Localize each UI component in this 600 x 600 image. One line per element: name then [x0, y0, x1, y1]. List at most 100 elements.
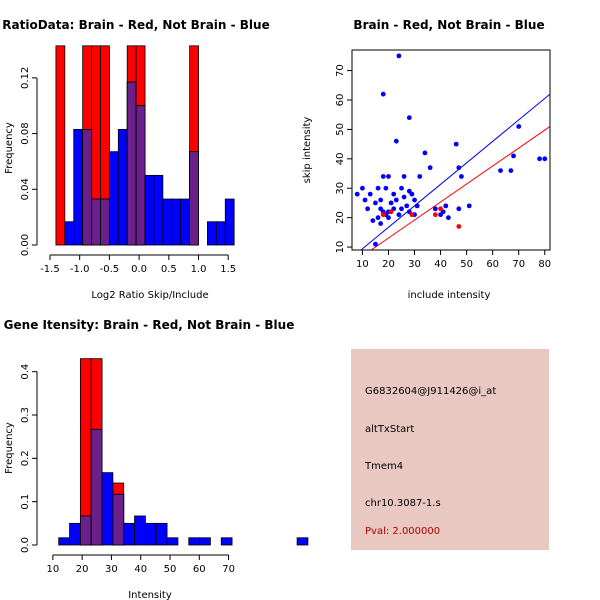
y-tick-label: 0.2 — [20, 450, 31, 466]
brain-point — [432, 212, 438, 218]
not-brain-point — [409, 191, 415, 197]
not-brain-point — [396, 212, 402, 218]
not-brain-point — [508, 168, 514, 173]
not-brain-bar — [171, 198, 182, 246]
not-brain-point — [373, 200, 378, 206]
gene-intensity-xlabel: Intensity — [128, 590, 172, 600]
y-tick-label: 0.12 — [20, 67, 31, 89]
brain-point — [438, 206, 443, 212]
overlap-bar — [189, 151, 199, 246]
not-brain-bar — [123, 522, 135, 546]
not-brain-point — [427, 165, 433, 171]
not-brain-point — [459, 174, 464, 179]
overlap-bar — [100, 198, 110, 246]
x-tick-label: 1.5 — [220, 264, 236, 275]
event-type: altTxStart — [365, 424, 415, 435]
x-tick-label: 60 — [193, 564, 206, 575]
not-brain-point — [362, 197, 368, 203]
overlap-bar — [135, 105, 146, 246]
not-brain-point — [456, 206, 462, 212]
gene-intensity-histogram: Gene Itensity: Brain - Red, Not Brain - … — [4, 318, 309, 600]
brain-bar — [55, 45, 66, 246]
x-tick-label: -0.5 — [100, 264, 120, 275]
not-brain-point — [404, 203, 410, 209]
intensity-scatter-ylabel: skip intensity — [302, 117, 313, 184]
not-brain-point — [466, 203, 472, 209]
x-tick-label: 20 — [382, 259, 395, 270]
not-brain-point — [417, 174, 423, 179]
not-brain-bar — [166, 537, 179, 546]
x-tick-label: 30 — [105, 564, 118, 575]
y-tick-label: 30 — [335, 182, 346, 195]
not-brain-point — [380, 174, 386, 179]
ratio-histogram-ylabel: Frequency — [4, 122, 15, 174]
y-tick-label: 10 — [335, 241, 346, 254]
not-brain-bar — [144, 522, 157, 546]
not-brain-point — [360, 185, 365, 191]
not-brain-bar — [101, 472, 114, 546]
ratio-histogram: RatioData: Brain - Red, Not Brain - Blue… — [2, 18, 269, 301]
x-tick-label: 50 — [164, 564, 177, 575]
y-tick-label: 0.0 — [20, 537, 31, 553]
y-tick-label: 0.1 — [20, 494, 31, 510]
y-tick-label: 0.04 — [20, 178, 31, 200]
y-tick-label: 20 — [335, 211, 346, 224]
not-brain-point — [537, 156, 542, 162]
probe-info-box: G6832604@J911426@i_at altTxStart Tmem4 c… — [351, 349, 549, 550]
x-tick-label: -1.5 — [40, 264, 60, 275]
ratio-histogram-title: RatioData: Brain - Red, Not Brain - Blue — [2, 18, 269, 32]
overlap-bar — [126, 81, 137, 246]
x-tick-label: 10 — [46, 564, 59, 575]
not-brain-bar — [224, 198, 235, 246]
gene-intensity-ylabel: Frequency — [4, 422, 15, 474]
not-brain-bar — [69, 522, 81, 546]
not-brain-point — [401, 194, 407, 200]
x-tick-label: 60 — [486, 259, 499, 270]
not-brain-point — [393, 138, 399, 144]
x-tick-label: 0.0 — [131, 264, 147, 275]
not-brain-point — [542, 156, 548, 162]
x-tick-label: -1.0 — [70, 264, 90, 275]
not-brain-point — [354, 191, 360, 197]
not-brain-point — [396, 53, 402, 59]
overlap-bar — [82, 128, 92, 246]
not-brain-point — [378, 221, 384, 226]
overlap-bar — [91, 198, 101, 246]
overlap-bar — [112, 493, 125, 546]
brain-point — [380, 212, 386, 218]
x-tick-label: 40 — [134, 564, 147, 575]
not-brain-bar — [188, 537, 200, 546]
intensity-scatter-xlabel: include intensity — [408, 290, 491, 301]
not-brain-point — [375, 185, 381, 191]
not-brain-point — [370, 218, 376, 223]
not-brain-point — [383, 185, 389, 191]
not-brain-point — [422, 150, 428, 156]
x-tick-label: 30 — [408, 259, 421, 270]
gene-name: Tmem4 — [365, 461, 404, 472]
x-tick-label: 10 — [356, 259, 369, 270]
x-tick-label: 1.0 — [191, 264, 207, 275]
not-brain-point — [386, 174, 391, 179]
not-brain-point — [399, 185, 404, 191]
genomic-location: chr10.3087-1.s — [365, 498, 441, 509]
not-brain-point — [453, 141, 459, 147]
not-brain-point — [406, 115, 412, 121]
y-tick-label: 50 — [335, 123, 346, 136]
y-tick-label: 0.3 — [20, 407, 31, 423]
not-brain-point — [375, 215, 381, 221]
brain-point — [409, 212, 415, 218]
overlap-bar — [90, 428, 103, 546]
plot-box — [351, 49, 551, 251]
gene-intensity-title: Gene Itensity: Brain - Red, Not Brain - … — [4, 318, 295, 332]
not-brain-bar — [108, 151, 119, 246]
not-brain-point — [456, 165, 462, 171]
overlap-bar — [79, 515, 92, 546]
not-brain-point — [516, 124, 522, 129]
not-brain-point — [432, 206, 438, 212]
not-brain-point — [445, 215, 451, 221]
not-brain-bar — [64, 221, 75, 246]
fit-line — [360, 93, 550, 250]
not-brain-point — [401, 174, 407, 179]
x-tick-label: 70 — [222, 564, 235, 575]
